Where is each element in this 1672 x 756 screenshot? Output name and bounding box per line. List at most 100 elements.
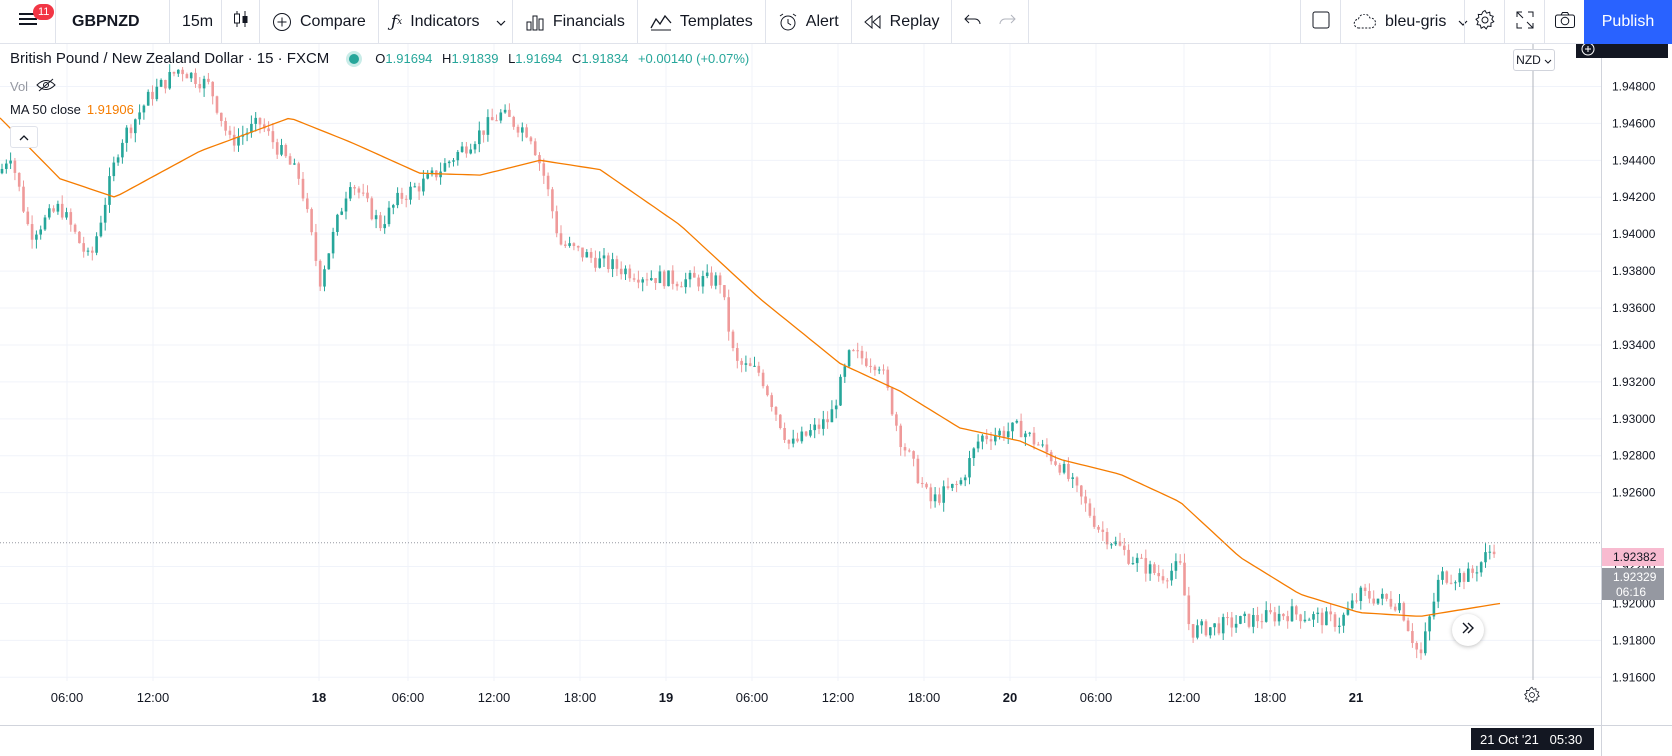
- candle: [572, 242, 576, 251]
- candle: [121, 139, 124, 164]
- gear-icon: [1523, 686, 1541, 708]
- candle: [1256, 606, 1259, 629]
- candle: [559, 225, 563, 246]
- ohlc-values: O1.91694 H1.91839 L1.91694 C1.91834 +0.0…: [375, 51, 750, 66]
- candle: [882, 364, 885, 375]
- publish-button[interactable]: Publish: [1584, 0, 1672, 44]
- candle: [1286, 610, 1289, 629]
- candle: [43, 214, 47, 232]
- notification-badge: 11: [33, 3, 55, 20]
- candle: [490, 108, 494, 121]
- plus-circle-icon: [272, 12, 292, 32]
- candle: [185, 72, 189, 79]
- candle: [817, 418, 821, 435]
- candle: [293, 158, 296, 165]
- redo-button[interactable]: [990, 0, 1030, 44]
- candle: [142, 104, 146, 120]
- settings-button[interactable]: [1464, 0, 1504, 44]
- candle: [834, 399, 838, 419]
- price-axis[interactable]: 1.94800 1.94600 1.94400 1.94200 1.94000 1.938…: [1612, 79, 1656, 684]
- candle: [1234, 615, 1238, 633]
- candle: [727, 289, 730, 341]
- price-tick-label: 1.93400: [1612, 338, 1656, 352]
- candle: [194, 68, 197, 88]
- undo-button[interactable]: [952, 0, 990, 44]
- symbol-title[interactable]: British Pound / New Zealand Dollar · 15 …: [10, 50, 330, 67]
- candle: [224, 117, 227, 136]
- snapshot-button[interactable]: [1544, 0, 1584, 44]
- candle: [1015, 419, 1019, 424]
- candle: [1148, 560, 1152, 581]
- candle: [349, 182, 352, 202]
- candle: [602, 248, 606, 267]
- candle: [387, 201, 391, 227]
- layout-select-button[interactable]: [1300, 0, 1340, 44]
- candle: [628, 264, 632, 282]
- interval-button[interactable]: 15m: [170, 0, 222, 44]
- candle: [796, 432, 799, 443]
- eye-hidden-icon[interactable]: [36, 78, 56, 95]
- alert-button[interactable]: Alert: [766, 0, 852, 44]
- candle: [542, 158, 546, 184]
- add-alert-plus[interactable]: [1576, 44, 1668, 58]
- candle: [564, 240, 567, 248]
- candle: [379, 211, 382, 232]
- time-axis[interactable]: 06:00 12:00 18 06:00 12:00 18:00 19 06:00 12:00 1…: [51, 690, 1364, 705]
- gear-icon: [1474, 9, 1496, 36]
- candle: [1338, 617, 1341, 634]
- currency-selector[interactable]: NZD: [1513, 49, 1555, 71]
- candle: [1432, 592, 1436, 620]
- chart-type-button[interactable]: [222, 0, 260, 44]
- financials-button[interactable]: Financials: [513, 0, 638, 44]
- chart-settings-button[interactable]: [1523, 686, 1541, 709]
- candle: [288, 153, 292, 165]
- layout-name-button[interactable]: bleu-gris: [1340, 0, 1468, 44]
- candle: [164, 79, 167, 94]
- templates-button[interactable]: Templates: [638, 0, 766, 44]
- replay-button[interactable]: Replay: [852, 0, 953, 44]
- candle: [632, 273, 636, 282]
- close-value: 1.91834: [581, 51, 629, 66]
- symbol-search-button[interactable]: GBPNZD: [56, 0, 170, 44]
- price-chart[interactable]: 1.94800 1.94600 1.94400 1.94200 1.94000 1.938…: [0, 44, 1672, 756]
- candle: [456, 149, 460, 166]
- price-tick-label: 1.92600: [1612, 486, 1656, 500]
- candle: [723, 285, 726, 301]
- candle: [1389, 591, 1393, 610]
- candle: [938, 487, 941, 506]
- candle: [1196, 619, 1199, 640]
- chevron-down-icon: [1458, 13, 1468, 31]
- candle: [73, 223, 77, 234]
- volume-indicator-row[interactable]: Vol: [10, 78, 56, 95]
- collapse-legend-button[interactable]: [10, 126, 38, 148]
- candle: [473, 141, 477, 154]
- candle: [568, 236, 571, 248]
- candle: [1325, 607, 1328, 626]
- candle: [1488, 545, 1492, 560]
- candle: [198, 77, 202, 93]
- fullscreen-button[interactable]: [1504, 0, 1544, 44]
- time-tick-label: 06:00: [736, 690, 769, 705]
- main-menu-button[interactable]: 11: [0, 0, 56, 44]
- candle: [1424, 622, 1427, 656]
- ma-indicator-row[interactable]: MA 50 close 1.91906: [10, 102, 134, 117]
- double-chevron-right-icon: [1461, 621, 1475, 639]
- compare-button[interactable]: Compare: [260, 0, 379, 44]
- candle: [916, 454, 920, 485]
- replay-label: Replay: [889, 12, 940, 30]
- candle: [69, 208, 73, 232]
- candle: [1342, 612, 1345, 633]
- scroll-to-realtime-button[interactable]: [1452, 614, 1484, 646]
- time-tick-label: 18:00: [564, 690, 597, 705]
- candle: [512, 115, 515, 130]
- crosshair-price-label: 1.92329 06:16: [1602, 568, 1664, 600]
- candle: [202, 75, 206, 97]
- candle: [908, 448, 911, 453]
- candle: [1153, 562, 1156, 576]
- alarm-clock-icon: [778, 12, 798, 32]
- candle: [1312, 611, 1315, 628]
- candle: [671, 265, 675, 290]
- candle: [78, 230, 81, 244]
